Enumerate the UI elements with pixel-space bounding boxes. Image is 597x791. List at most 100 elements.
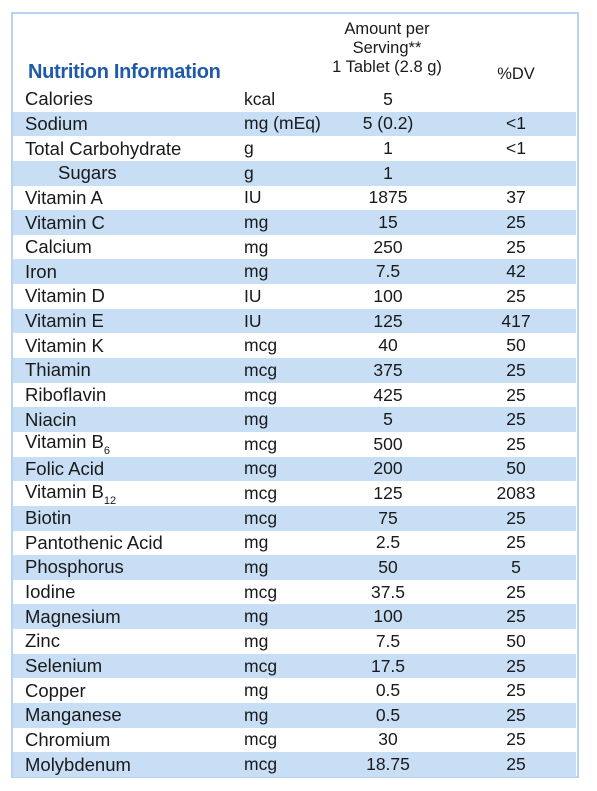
nutrient-amount: 7.5 — [375, 630, 401, 651]
nutrient-name: Total Carbohydrate — [25, 137, 182, 159]
nutrient-row: Selenium mcg 17.5 25 — [13, 653, 576, 679]
amount-header-line3: 1 Tablet (2.8 g) — [332, 58, 442, 76]
nutrient-row: Vitamin C mg 15 25 — [13, 210, 576, 235]
nutrient-dv: <1 — [506, 138, 526, 159]
nutrient-unit: mg (mEq) — [244, 113, 321, 134]
nutrient-row: Molybdenum mcg 18.75 25 — [13, 752, 576, 777]
nutrient-amount: 5 (0.2) — [362, 113, 414, 134]
nutrient-dv: 50 — [506, 630, 526, 651]
nutrient-dv: 25 — [506, 532, 526, 553]
nutrient-amount: 100 — [373, 606, 403, 627]
nutrient-amount: 125 — [373, 483, 403, 504]
nutrient-amount: 200 — [373, 458, 403, 479]
nutrient-row: Magnesium mg 100 25 — [13, 604, 576, 630]
nutrient-dv: <1 — [506, 113, 526, 134]
nutrient-name: Chromium — [25, 728, 111, 750]
nutrient-unit: mg — [244, 261, 269, 282]
nutrient-unit: mg — [244, 212, 269, 233]
nutrient-row: Iron mg 7.5 42 — [13, 259, 576, 285]
nutrient-dv: 25 — [506, 606, 526, 627]
nutrient-name: Phosphorus — [25, 556, 124, 578]
nutrient-amount: 0.5 — [375, 704, 401, 725]
nutrient-row: Vitamin D IU 100 25 — [13, 284, 576, 309]
nutrient-unit: mg — [244, 532, 269, 553]
nutrient-amount: 5 — [383, 88, 393, 109]
nutrient-dv: 25 — [506, 704, 526, 725]
nutrient-name: Manganese — [25, 704, 122, 726]
nutrient-name: Vitamin C — [25, 211, 105, 233]
nutrient-dv: 25 — [506, 754, 526, 775]
nutrient-unit: mg — [244, 556, 269, 577]
nutrient-name: Thiamin — [25, 359, 91, 381]
nutrient-dv: 25 — [506, 285, 526, 306]
nutrient-name: Zinc — [25, 630, 60, 652]
nutrient-subscript: 6 — [103, 445, 110, 458]
nutrient-dv: 50 — [506, 458, 526, 479]
nutrient-row: Vitamin A IU 1875 37 — [13, 186, 576, 211]
panel-title: Nutrition Information — [28, 61, 221, 83]
nutrient-amount: 30 — [378, 729, 398, 750]
nutrient-dv: 25 — [506, 409, 526, 430]
nutrient-row: Total Carbohydrate g 1 <1 — [13, 136, 576, 161]
nutrient-unit: mcg — [244, 507, 278, 528]
nutrient-amount: 1875 — [368, 187, 408, 208]
nutrient-dv: 25 — [506, 655, 526, 676]
nutrient-name: Selenium — [25, 655, 103, 677]
nutrient-row: Sugars g 1 — [13, 160, 576, 186]
nutrient-unit: IU — [244, 310, 262, 331]
nutrient-unit: mcg — [244, 359, 278, 380]
nutrient-row: Vitamin B6 mcg 500 25 — [13, 431, 576, 458]
nutrient-dv: 25 — [506, 680, 526, 701]
nutrient-name: Niacin — [25, 408, 77, 430]
nutrient-row: Vitamin K mcg 40 50 — [13, 333, 576, 358]
nutrient-dv: 25 — [506, 729, 526, 750]
nutrient-row: Calories kcal 5 — [13, 87, 576, 112]
nutrient-name: Pantothenic Acid — [25, 531, 163, 553]
nutrient-unit: mcg — [244, 483, 278, 504]
nutrient-name: Folic Acid — [25, 457, 105, 479]
nutrient-row: Pantothenic Acid mg 2.5 25 — [13, 531, 576, 556]
nutrient-unit: mcg — [244, 384, 278, 405]
nutrient-amount: 425 — [373, 384, 403, 405]
nutrient-amount: 50 — [378, 556, 398, 577]
nutrient-unit: mg — [244, 704, 269, 725]
nutrient-row: Phosphorus mg 50 5 — [13, 555, 576, 580]
nutrient-row: Niacin mg 5 25 — [13, 407, 576, 432]
amount-column-header: Amount per Serving** 1 Tablet (2.8 g) — [313, 20, 461, 77]
nutrient-dv: 25 — [506, 359, 526, 380]
nutrient-table: Calories kcal 5 Sodium mg (mEq) 5 (0.2) <1 Tota… — [13, 87, 576, 777]
amount-header-line2: Serving** — [352, 39, 422, 57]
nutrient-amount: 5 — [383, 409, 393, 430]
nutrient-row: Sodium mg (mEq) 5 (0.2) <1 — [13, 111, 576, 137]
nutrient-unit: mcg — [244, 655, 278, 676]
nutrient-row: Biotin mcg 75 25 — [13, 505, 576, 531]
nutrient-amount: 37.5 — [370, 581, 406, 602]
nutrient-unit: IU — [244, 285, 262, 306]
nutrient-unit: mg — [244, 630, 269, 651]
nutrient-name: Molybdenum — [25, 753, 131, 775]
nutrient-name: Iodine — [25, 581, 76, 603]
nutrient-unit: g — [244, 138, 254, 159]
nutrient-dv: 2083 — [496, 483, 536, 504]
nutrient-name: Vitamin B12 — [25, 480, 117, 507]
nutrient-amount: 15 — [378, 212, 398, 233]
nutrient-name: Calories — [25, 88, 93, 110]
nutrient-unit: mcg — [244, 581, 278, 602]
amount-header-line1: Amount per — [344, 20, 430, 38]
nutrient-name: Vitamin B6 — [25, 431, 110, 458]
nutrient-unit: mg — [244, 409, 269, 430]
nutrient-amount: 2.5 — [375, 532, 401, 553]
nutrient-unit: mg — [244, 606, 269, 627]
nutrient-row: Zinc mg 7.5 50 — [13, 629, 576, 654]
nutrient-row: Manganese mg 0.5 25 — [13, 703, 576, 728]
nutrient-unit: mcg — [244, 335, 278, 356]
nutrient-name: Biotin — [25, 507, 72, 529]
nutrient-name: Vitamin K — [25, 334, 104, 356]
nutrient-amount: 18.75 — [366, 754, 410, 775]
nutrient-unit: mcg — [244, 754, 278, 775]
nutrient-subscript: 12 — [103, 494, 117, 507]
nutrient-row: Riboflavin mcg 425 25 — [13, 383, 576, 408]
nutrient-dv: 37 — [506, 187, 526, 208]
nutrient-amount: 17.5 — [370, 655, 406, 676]
nutrient-dv: 25 — [506, 236, 526, 257]
